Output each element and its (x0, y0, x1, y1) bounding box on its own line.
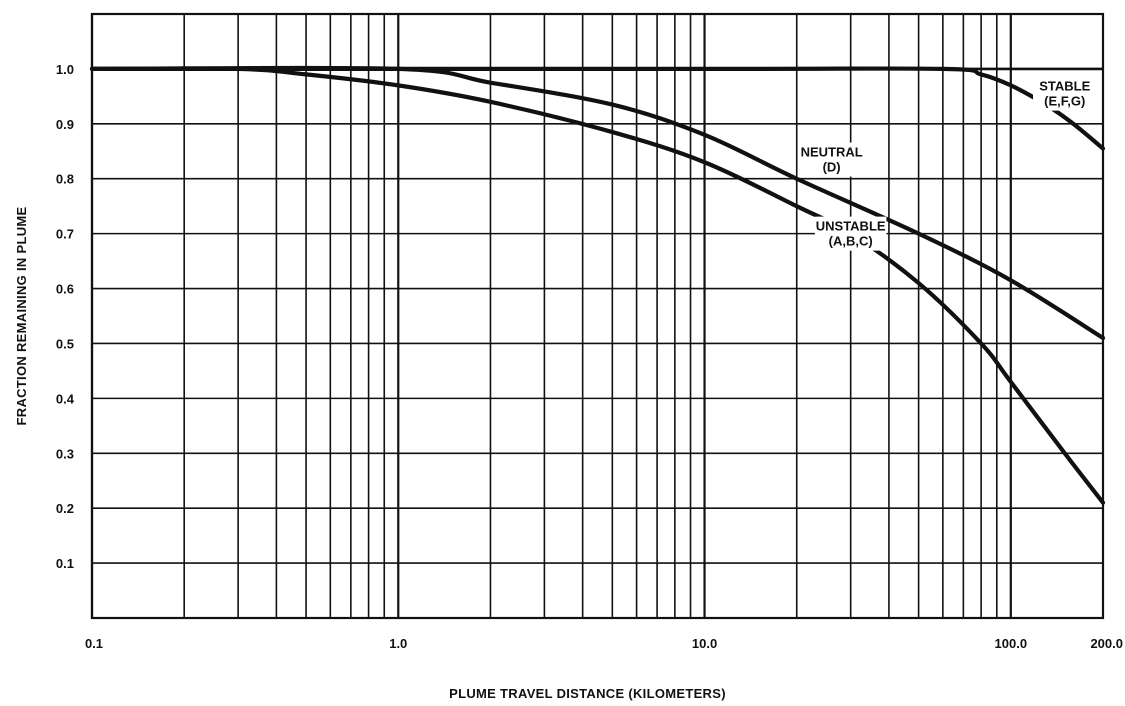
curve-label-text: (A,B,C) (829, 234, 873, 249)
x-tick-label: 1.0 (389, 636, 407, 651)
y-tick-label: 0.2 (56, 501, 74, 516)
curve-label-stable: STABLE(E,F,G) (1033, 76, 1097, 111)
curve-label-text: (E,F,G) (1044, 94, 1085, 109)
curve-label-unstable: UNSTABLE(A,B,C) (814, 216, 887, 251)
y-tick-label: 0.7 (56, 227, 74, 242)
y-tick-labels: 0.1 0.2 0.3 0.4 0.5 0.6 0.7 0.8 0.9 1.0 (56, 62, 75, 571)
series-line-neutral (89, 65, 1106, 341)
y-tick-label: 0.4 (56, 391, 75, 406)
x-tick-label: 100.0 (995, 636, 1028, 651)
series-line-stable (89, 66, 1106, 151)
curve-label-text: STABLE (1039, 79, 1090, 94)
series-line-unstable (89, 66, 1106, 505)
x-tick-label: 10.0 (692, 636, 717, 651)
x-tick-label: 200.0 (1090, 636, 1123, 651)
y-tick-label: 0.1 (56, 556, 74, 571)
curve-label-neutral: NEUTRAL(D) (799, 142, 864, 177)
x-tick-label: 0.1 (85, 636, 103, 651)
curve-label-text: (D) (823, 160, 841, 175)
y-tick-label: 0.5 (56, 336, 74, 351)
y-tick-label: 1.0 (56, 62, 74, 77)
curve-label-background (1033, 76, 1097, 111)
grid-lines (90, 14, 1104, 618)
plot-frame (90, 12, 1105, 620)
y-tick-label: 0.9 (56, 117, 74, 132)
curve-label-background (799, 142, 864, 177)
y-axis-title: FRACTION REMAINING IN PLUME (14, 206, 29, 425)
curve-labels: STABLE(E,F,G) NEUTRAL(D) UNSTABLE(A,B,C) (799, 76, 1097, 251)
curve-label-text: NEUTRAL (801, 145, 863, 160)
curve-label-background (814, 216, 887, 251)
curve-label-text: UNSTABLE (816, 219, 886, 234)
curves (89, 65, 1106, 505)
y-tick-label: 0.3 (56, 446, 74, 461)
y-tick-label: 0.8 (56, 172, 74, 187)
y-tick-label: 0.6 (56, 282, 74, 297)
x-axis-title: PLUME TRAVEL DISTANCE (KILOMETERS) (449, 686, 726, 701)
x-tick-labels: 0.1 1.0 10.0 100.0 200.0 (85, 636, 1123, 651)
